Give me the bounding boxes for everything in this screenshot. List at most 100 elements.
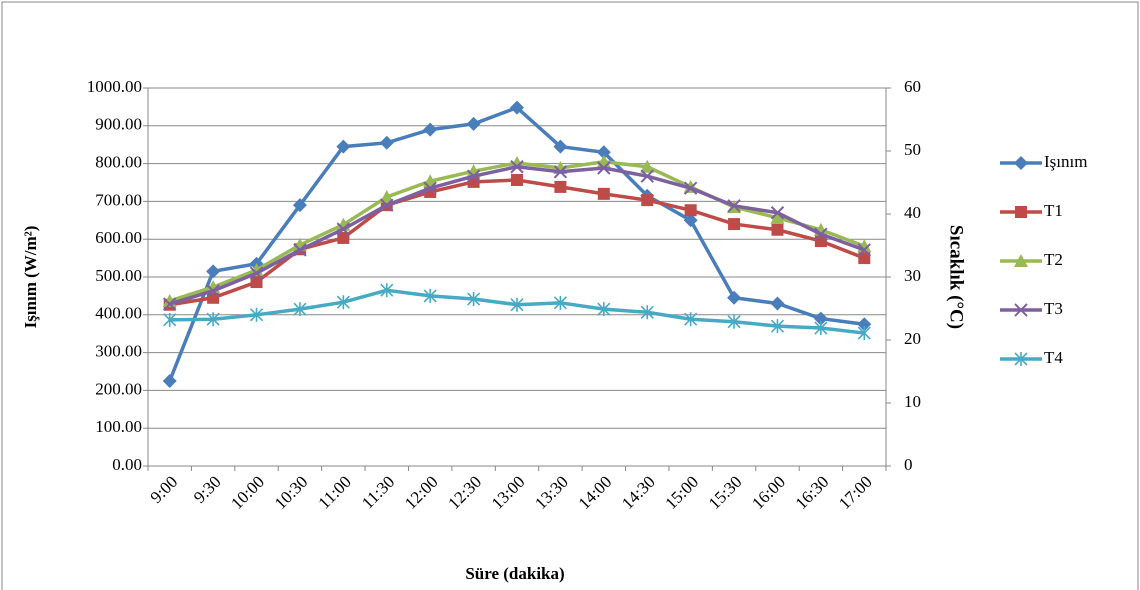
- y-tick-label: 1000.00: [87, 77, 142, 96]
- marker: [814, 321, 828, 336]
- y-tick-label: 800.00: [95, 153, 142, 172]
- marker: [813, 311, 828, 326]
- y-tick-label: 300.00: [95, 342, 142, 361]
- x-tick-label: 9:30: [190, 472, 225, 507]
- marker: [466, 169, 481, 183]
- series-line: [169, 164, 865, 306]
- x-tick-label: 12:00: [401, 472, 442, 513]
- y2-tick-label: 30: [904, 266, 921, 285]
- marker: [597, 187, 610, 200]
- marker: [770, 206, 785, 220]
- marker: [1014, 254, 1028, 267]
- marker: [728, 218, 741, 231]
- x-tick-label: 14:00: [575, 472, 616, 513]
- y-tick-label: 0.00: [112, 455, 142, 474]
- marker: [857, 243, 872, 257]
- marker: [553, 295, 567, 310]
- legend-label: T1: [1044, 201, 1063, 220]
- marker: [423, 288, 437, 303]
- marker: [1014, 303, 1028, 317]
- x-tick-label: 10:00: [227, 472, 268, 513]
- marker: [596, 145, 611, 160]
- x-tick-label: 15:30: [705, 472, 746, 513]
- marker: [857, 317, 872, 332]
- y-tick-label: 500.00: [95, 266, 142, 285]
- marker: [641, 194, 654, 207]
- legend-label: Işınım: [1044, 152, 1087, 171]
- marker: [640, 159, 655, 173]
- marker: [770, 210, 785, 224]
- y-tick-label: 600.00: [95, 228, 142, 247]
- marker: [467, 292, 481, 307]
- marker: [380, 198, 394, 212]
- marker: [511, 173, 523, 186]
- x-tick-label: 13:30: [531, 472, 572, 513]
- marker: [336, 139, 351, 154]
- y-tick-label: 700.00: [95, 190, 142, 209]
- y-axis-title: Işınım (W/m²): [21, 226, 40, 329]
- x-tick-label: 9:00: [146, 472, 181, 507]
- x-tick-label: 11:00: [315, 472, 355, 512]
- x-tick-label: 15:00: [661, 472, 702, 513]
- y-tick-label: 400.00: [95, 304, 142, 323]
- marker: [683, 181, 698, 195]
- x-tick-label: 10:30: [271, 472, 312, 513]
- marker: [293, 243, 307, 257]
- y2-tick-label: 20: [904, 329, 921, 348]
- y2-tick-label: 40: [904, 203, 921, 222]
- marker: [770, 319, 785, 334]
- marker: [858, 252, 871, 265]
- marker: [510, 297, 524, 312]
- marker: [249, 307, 264, 322]
- marker: [293, 302, 307, 317]
- marker: [684, 204, 697, 217]
- marker: [727, 314, 741, 329]
- marker: [554, 180, 567, 193]
- marker: [857, 326, 871, 341]
- x-tick-label: 16:30: [792, 472, 833, 513]
- marker: [380, 283, 394, 298]
- marker: [379, 135, 394, 150]
- marker: [337, 231, 350, 244]
- marker: [597, 161, 611, 175]
- marker: [770, 296, 785, 311]
- marker: [206, 264, 221, 279]
- y-tick-label: 100.00: [95, 417, 142, 436]
- y2-tick-label: 0: [904, 455, 913, 474]
- marker: [640, 305, 654, 320]
- legend-label: T4: [1044, 348, 1063, 367]
- marker: [206, 284, 220, 298]
- marker: [553, 139, 568, 154]
- marker: [162, 373, 177, 388]
- marker: [597, 302, 611, 317]
- marker: [510, 100, 524, 115]
- x-tick-label: 17:00: [835, 472, 876, 513]
- marker: [727, 290, 742, 305]
- y-tick-label: 900.00: [95, 115, 142, 134]
- y-tick-label: 200.00: [95, 379, 142, 398]
- series-line: [168, 105, 865, 382]
- marker: [1014, 156, 1028, 170]
- y2-tick-label: 10: [904, 392, 921, 411]
- marker: [336, 222, 351, 236]
- marker: [379, 189, 394, 203]
- marker: [249, 266, 264, 280]
- marker: [162, 297, 177, 311]
- marker: [1015, 206, 1027, 218]
- marker: [727, 199, 741, 213]
- marker: [684, 312, 698, 327]
- marker: [423, 122, 438, 137]
- marker: [466, 116, 481, 131]
- marker: [814, 227, 828, 241]
- x-tick-label: 12:30: [444, 472, 485, 513]
- marker: [683, 213, 698, 228]
- marker: [206, 312, 220, 327]
- marker: [336, 295, 350, 310]
- marker: [423, 181, 437, 195]
- marker: [292, 198, 307, 213]
- marker: [640, 169, 654, 183]
- y2-tick-label: 60: [904, 77, 921, 96]
- x-tick-label: 16:00: [748, 472, 789, 513]
